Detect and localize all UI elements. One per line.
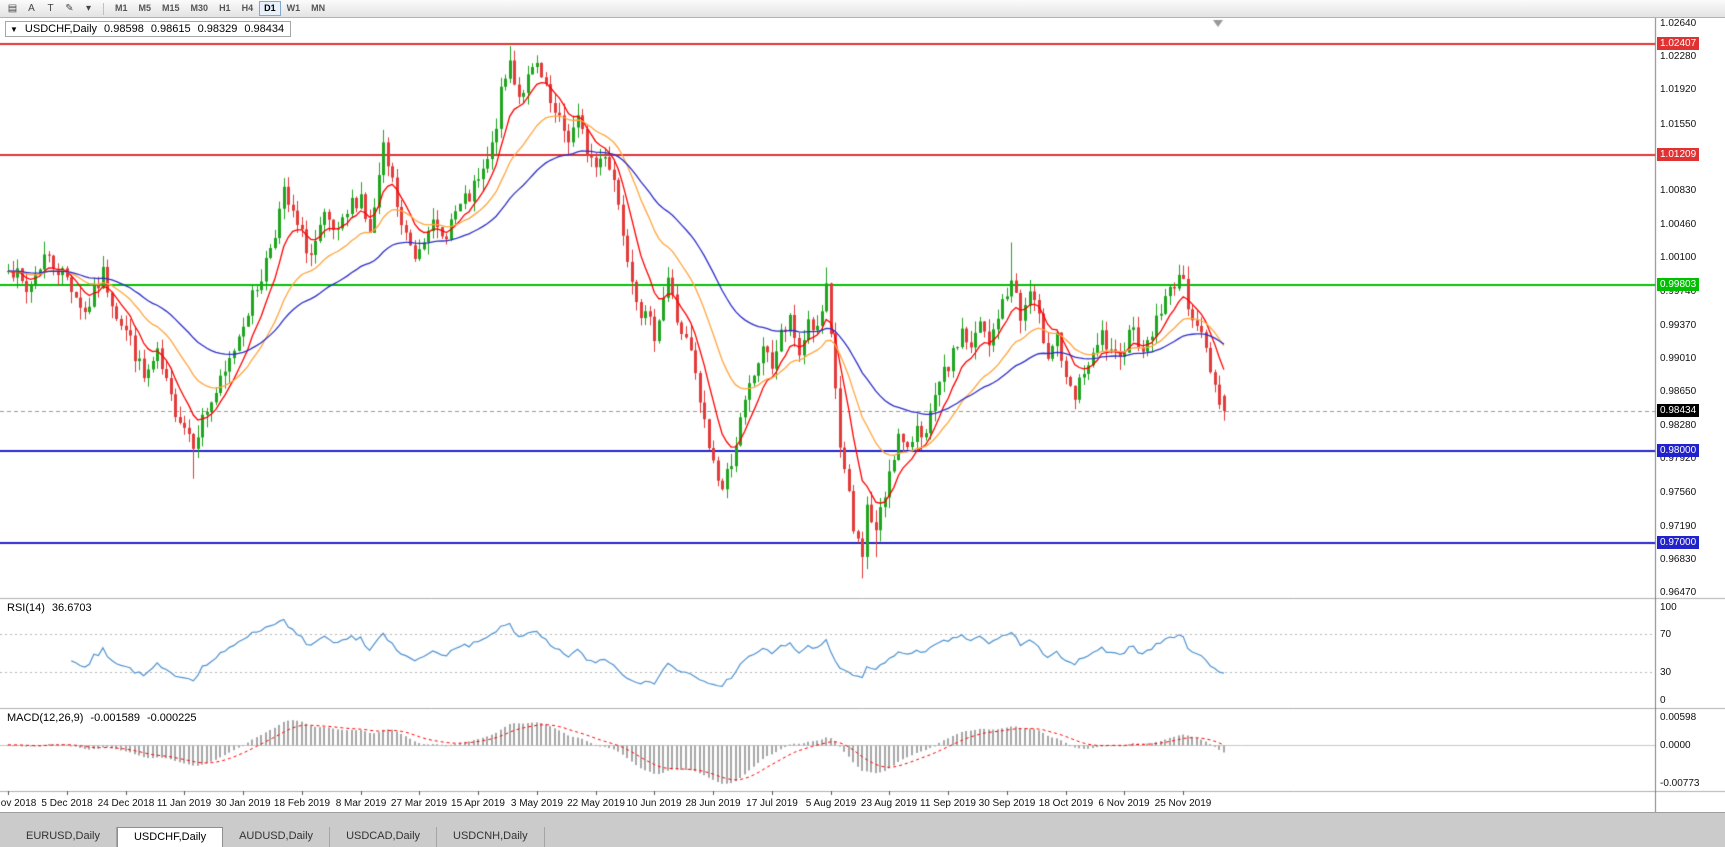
rsi-value: 36.6703: [51, 602, 92, 614]
toolbar-icons: ▤ A T ✎ ▾: [4, 1, 97, 16]
annotation-a-button[interactable]: A: [28, 3, 35, 14]
macd-indicator-label: MACD(12,26,9) -0.001589 -0.000225: [7, 712, 197, 724]
chart-tab-usdcnh-daily[interactable]: USDCNH,Daily: [437, 827, 545, 847]
chart-tab-audusd-daily[interactable]: AUDUSD,Daily: [223, 827, 331, 847]
price-chart-canvas[interactable]: [0, 18, 1725, 812]
chart-container: 1.02640 1.02280 1.01920 1.01550 1.00830 1.004…: [0, 18, 1725, 812]
timeframe-button-m5[interactable]: M5: [138, 3, 152, 13]
chart-tab-eurusd-daily[interactable]: EURUSD,Daily: [10, 827, 117, 847]
chart-tab-usdcad-daily[interactable]: USDCAD,Daily: [330, 827, 438, 847]
timeframe-toolbar: M1 M5 M15 M30 H1 H4 D1 W1 MN: [110, 1, 330, 16]
rsi-indicator-label: RSI(14) 36.6703: [7, 602, 92, 614]
macd-title: MACD(12,26,9): [7, 712, 84, 724]
timeframe-button-d1[interactable]: D1: [259, 1, 281, 16]
close-value: 0.98434: [244, 23, 285, 35]
text-tool-button[interactable]: T: [47, 3, 54, 14]
toolbar-separator: [103, 2, 104, 15]
dropdown-arrow-icon[interactable]: ▾: [85, 3, 92, 14]
rsi-title: RSI(14): [7, 602, 45, 614]
chart-tab-bar: EURUSD,Daily USDCHF,Daily AUDUSD,Daily USDC…: [0, 812, 1725, 847]
macd-signal-value: -0.000225: [146, 712, 197, 724]
collapse-arrow-icon[interactable]: ▼: [10, 24, 18, 34]
timeframe-button-w1[interactable]: W1: [286, 3, 301, 13]
chart-window-icon[interactable]: ▤: [7, 3, 18, 14]
symbol-period-label: USDCHF,Daily: [24, 23, 98, 35]
macd-main-value: -0.001589: [90, 712, 140, 724]
timeframe-button-m15[interactable]: M15: [162, 3, 180, 13]
low-value: 0.98329: [197, 23, 238, 35]
timeframe-button-mn[interactable]: MN: [311, 3, 326, 13]
draw-tool-icon[interactable]: ✎: [65, 3, 74, 14]
timeframe-button-h4[interactable]: H4: [241, 3, 254, 13]
high-value: 0.98615: [150, 23, 191, 35]
chart-info-box[interactable]: ▼ USDCHF,Daily 0.98598 0.98615 0.98329 0…: [5, 21, 292, 37]
timeframe-button-m30[interactable]: M30: [190, 3, 209, 13]
toolbar: ▤ A T ✎ ▾ M1 M5 M15 M30 H1 H4 D1 W1 MN: [0, 0, 1725, 18]
chart-tab-usdchf-daily[interactable]: USDCHF,Daily: [116, 827, 224, 847]
timeframe-button-h1[interactable]: H1: [219, 3, 231, 13]
timeframe-button-m1[interactable]: M1: [115, 3, 128, 13]
open-value: 0.98598: [104, 23, 144, 35]
